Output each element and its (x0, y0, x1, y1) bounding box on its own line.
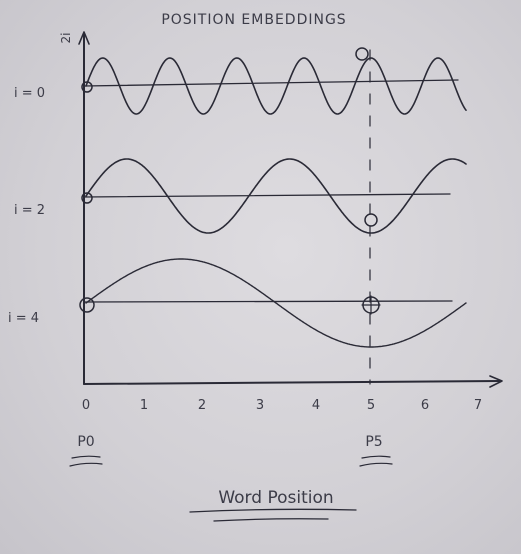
p0-marker-i2 (81, 192, 93, 204)
row-baselines (83, 79, 459, 303)
x-axis-line (83, 380, 501, 385)
x-tick-0: 0 (82, 398, 90, 413)
p0-markers (79, 81, 95, 313)
y-axis-label: 2i (59, 33, 73, 44)
wave-i0 (85, 57, 467, 115)
x-axis-label-underline (189, 508, 357, 522)
x-tick-4: 4 (312, 398, 320, 413)
x-tick-6: 6 (421, 398, 429, 413)
baseline-i2 (83, 193, 451, 198)
x-tick-5: 5 (367, 398, 375, 413)
p0-marker-i0 (81, 81, 93, 93)
marker-label-p0: P0 (77, 434, 94, 450)
marker-label-p5: P5 (365, 434, 382, 450)
p5-underline (359, 455, 393, 467)
baseline-i0 (83, 79, 459, 87)
p0-marker-i4 (79, 297, 95, 313)
wave-i4 (85, 258, 467, 348)
baseline-i4 (83, 300, 453, 303)
p5-marker-i0 (355, 47, 369, 61)
row-label-i2: i = 2 (14, 203, 45, 218)
y-axis-arrowhead (78, 31, 90, 45)
diagram-title: POSITION EMBEDDINGS (161, 12, 346, 28)
wave-i2 (85, 158, 467, 234)
row-label-i4: i = 4 (8, 311, 39, 326)
p5-markers (355, 47, 381, 315)
x-tick-labels: 0 1 2 3 4 5 6 7 (82, 398, 482, 413)
row-label-i0: i = 0 (14, 86, 45, 101)
p0-underline (69, 455, 103, 467)
x-tick-1: 1 (140, 398, 148, 413)
x-tick-2: 2 (198, 398, 206, 413)
x-tick-3: 3 (256, 398, 264, 413)
axes (78, 31, 503, 388)
p5-marker-i2 (364, 213, 378, 227)
x-tick-7: 7 (474, 398, 482, 413)
x-axis-label: Word Position (218, 488, 333, 508)
x-axis-arrowhead (489, 375, 503, 388)
